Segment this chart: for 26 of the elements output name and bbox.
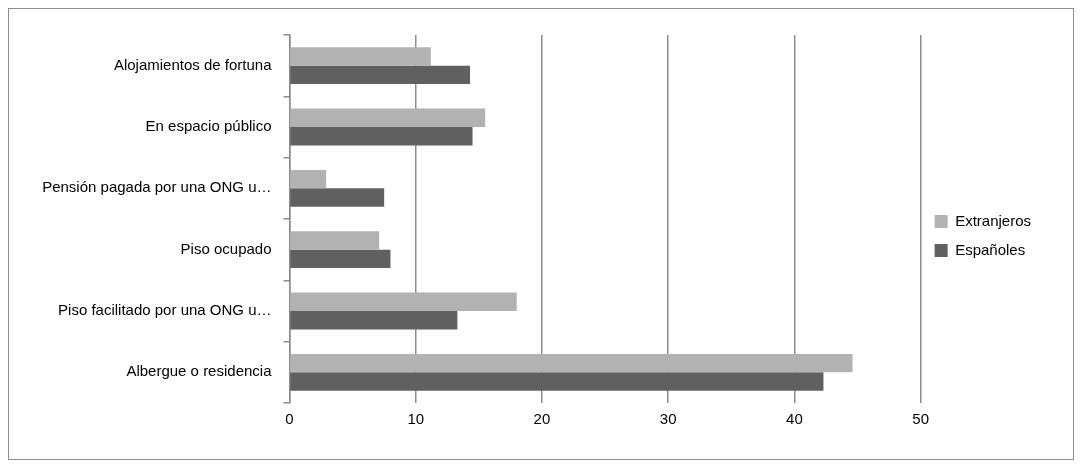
x-tick-label: 20 xyxy=(533,410,551,428)
bar xyxy=(290,188,385,207)
bar xyxy=(290,249,391,269)
bar xyxy=(290,372,824,391)
y-tick-label: Piso ocupado xyxy=(180,239,272,257)
y-tick-label: Alojamientos de fortuna xyxy=(113,55,273,73)
y-tick-label: Pensión pagada por una ONG u… xyxy=(42,178,272,196)
bar xyxy=(290,353,853,373)
legend-label: Extranjeros xyxy=(955,211,1032,229)
bar xyxy=(290,127,473,146)
bar xyxy=(290,169,327,189)
x-tick-label: 0 xyxy=(285,410,294,428)
x-tick-label: 50 xyxy=(912,410,929,428)
y-tick-label: En espacio público xyxy=(145,117,272,135)
bar xyxy=(290,108,486,127)
y-tick-label: Albergue o residencia xyxy=(126,362,273,380)
y-tick-label: Piso facilitado por una ONG u… xyxy=(58,301,272,319)
bar xyxy=(290,311,458,330)
bar xyxy=(290,47,431,66)
x-tick-label: 40 xyxy=(786,410,803,428)
legend-label: Españoles xyxy=(955,240,1026,258)
bar xyxy=(290,65,471,85)
x-tick-label: 10 xyxy=(407,410,425,428)
bar xyxy=(290,292,517,311)
bar xyxy=(290,231,380,250)
x-tick-label: 30 xyxy=(659,410,677,428)
